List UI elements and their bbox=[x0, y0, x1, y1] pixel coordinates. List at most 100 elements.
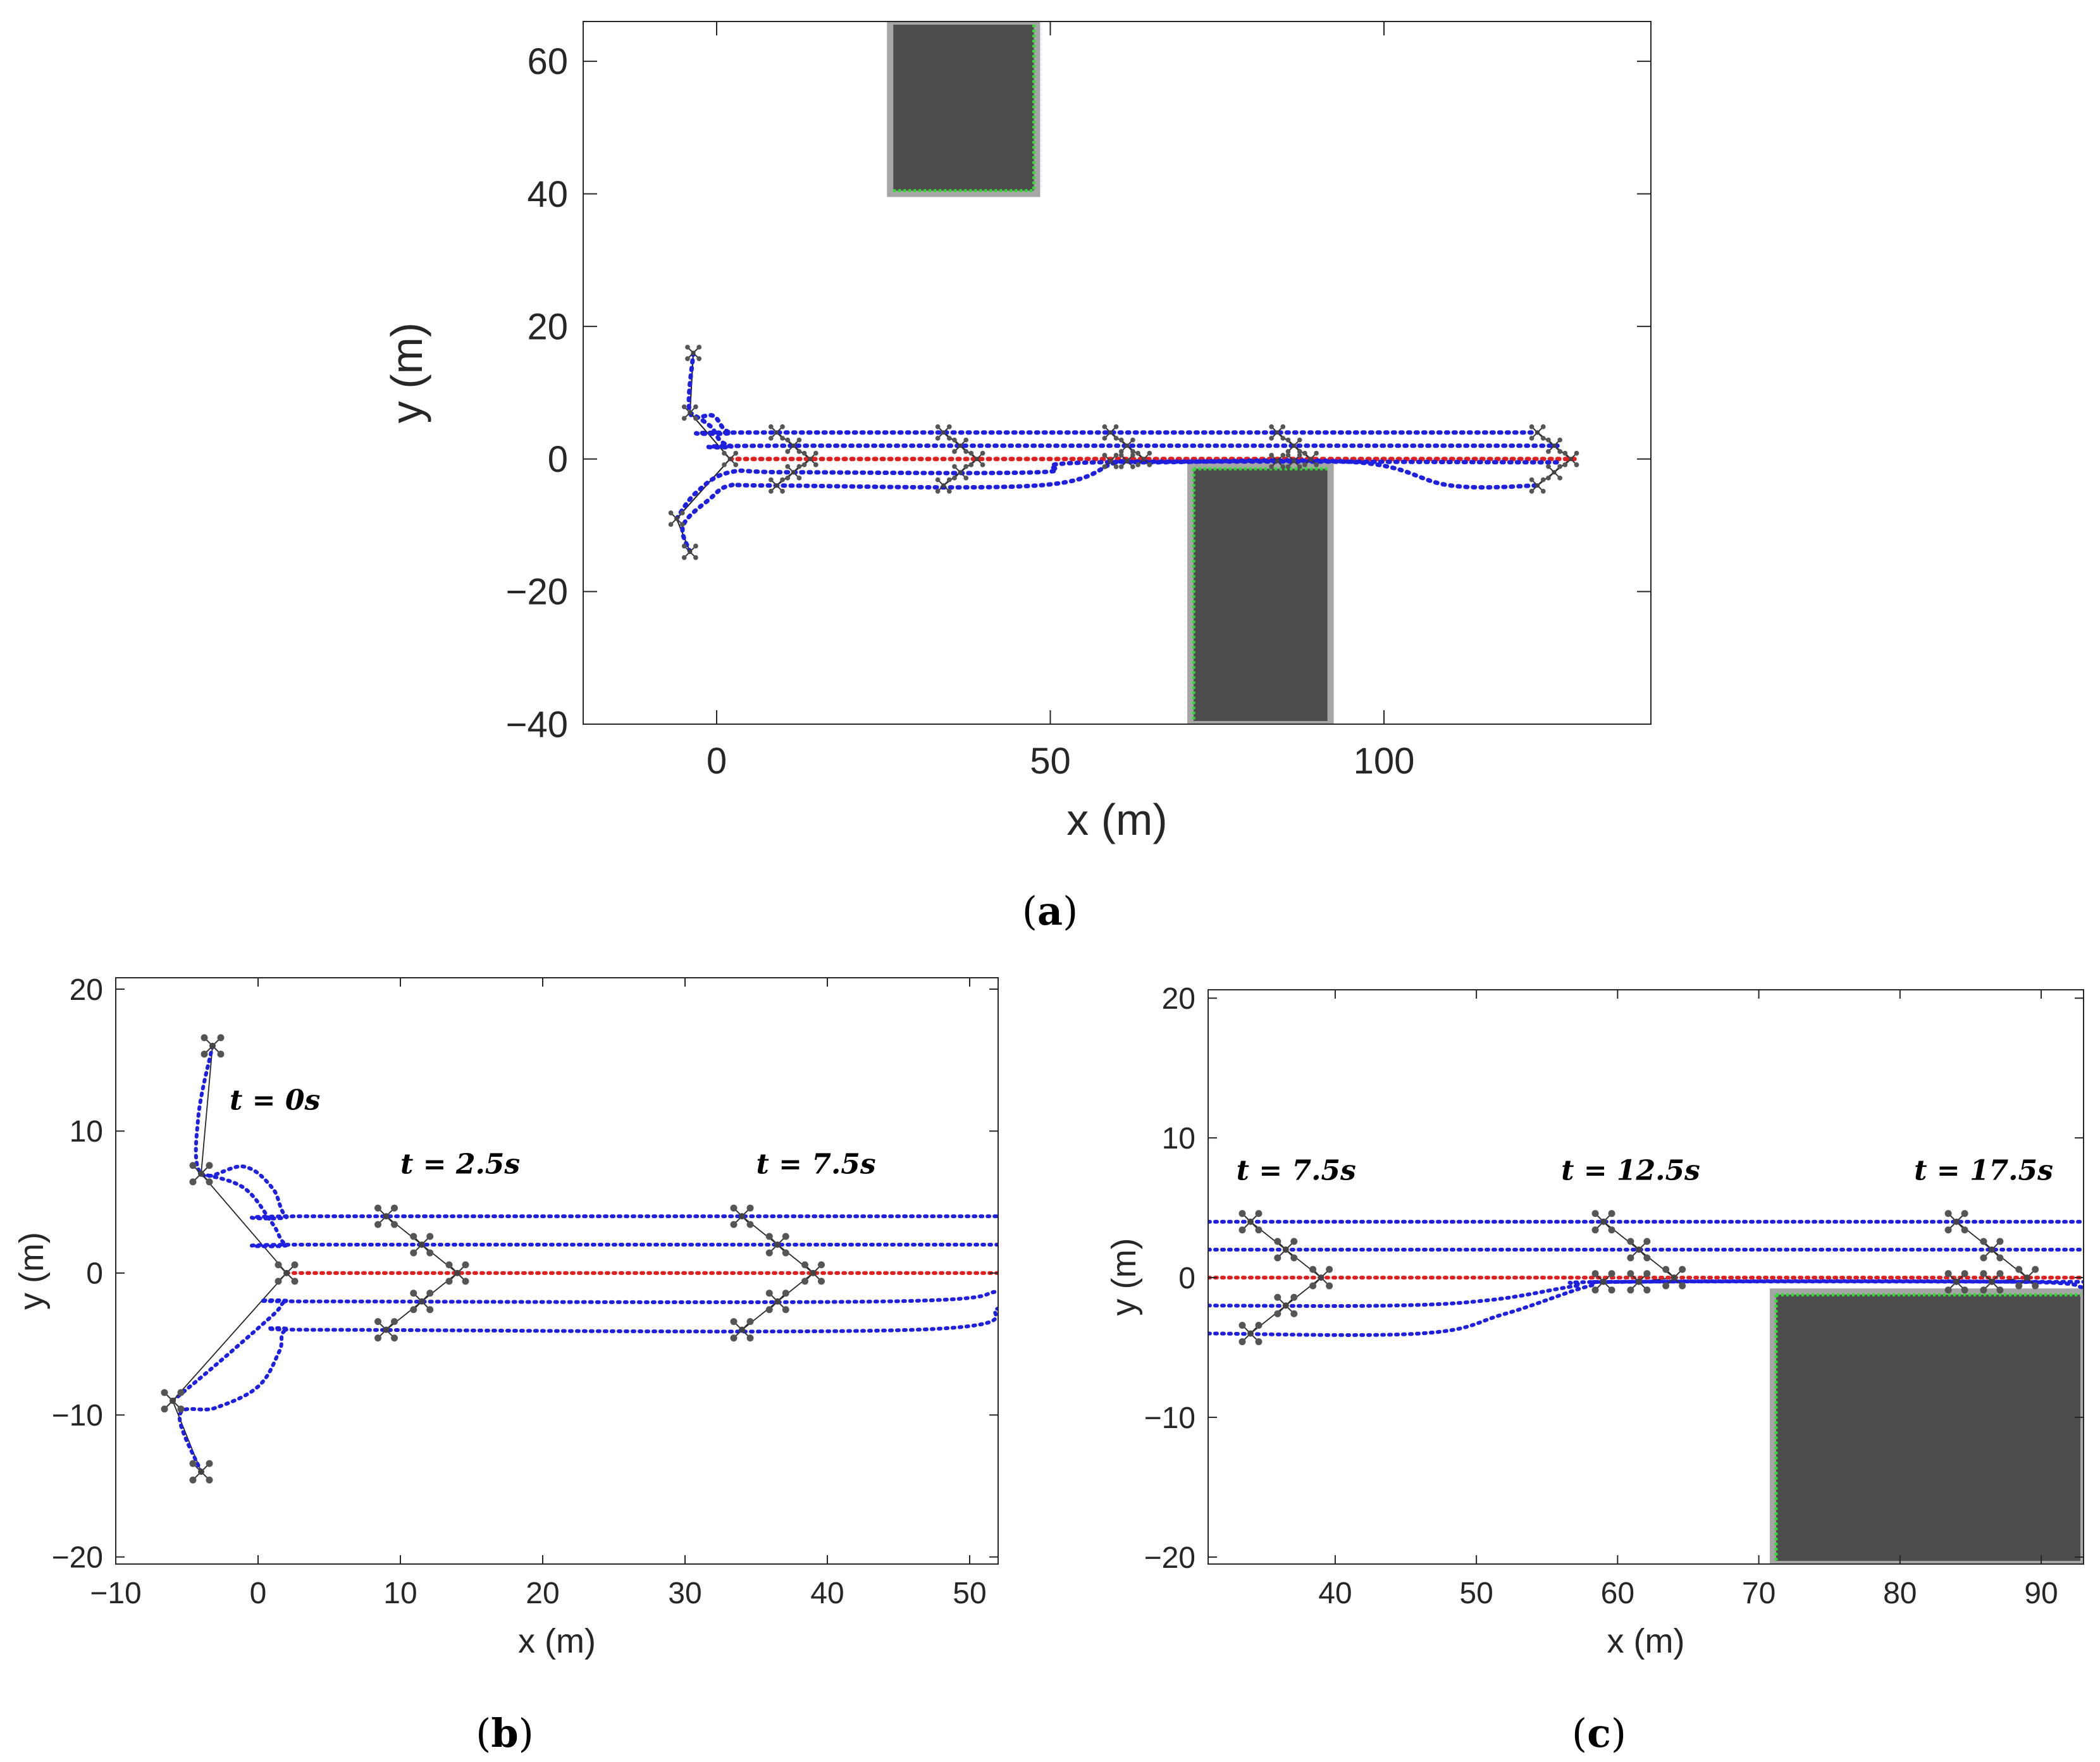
drone-marker bbox=[1102, 452, 1119, 469]
follower-trajectory bbox=[1208, 1279, 2084, 1337]
panel-caption: (a) bbox=[1022, 888, 1078, 934]
y-axis-label: y (m) bbox=[382, 323, 431, 423]
panel-caption: (c) bbox=[1572, 1710, 1626, 1756]
drone-marker bbox=[935, 424, 952, 441]
drone-marker bbox=[1662, 1266, 1686, 1290]
y-tick-label: 0 bbox=[86, 1257, 103, 1291]
x-axis-label: x (m) bbox=[1607, 1622, 1685, 1660]
drone-marker bbox=[1285, 452, 1302, 469]
y-tick-label: 0 bbox=[548, 439, 568, 480]
drone-marker bbox=[374, 1318, 398, 1342]
follower-trajectory bbox=[171, 1290, 998, 1403]
y-tick-label: 10 bbox=[1162, 1122, 1195, 1155]
y-tick-label: 20 bbox=[1162, 982, 1195, 1016]
drone-marker bbox=[1269, 452, 1286, 469]
follower-trajectory bbox=[688, 410, 1560, 450]
drone-marker bbox=[765, 1290, 789, 1314]
y-tick-label: −10 bbox=[52, 1399, 103, 1432]
axes-box bbox=[1208, 989, 2084, 1565]
drone-marker bbox=[1546, 464, 1562, 481]
x-axis-label: x (m) bbox=[1066, 795, 1167, 844]
y-tick-label: 20 bbox=[527, 306, 568, 347]
drone-marker bbox=[1274, 1238, 1298, 1262]
x-tick-label: 10 bbox=[383, 1577, 417, 1610]
x-tick-label: 50 bbox=[1030, 741, 1071, 782]
drone-marker bbox=[1546, 437, 1562, 454]
drone-marker bbox=[730, 1318, 754, 1342]
y-tick-label: 40 bbox=[527, 174, 568, 215]
drone-marker bbox=[681, 404, 698, 421]
follower-trajectory bbox=[194, 1044, 998, 1221]
x-tick-label: 40 bbox=[1318, 1577, 1352, 1610]
time-annotation: t = 7.5s bbox=[757, 1149, 876, 1181]
drone-marker bbox=[2015, 1266, 2039, 1290]
axes-box bbox=[583, 21, 1652, 725]
x-tick-label: 40 bbox=[810, 1577, 844, 1610]
drone-marker bbox=[275, 1261, 299, 1285]
drone-marker bbox=[1118, 452, 1135, 469]
drone-marker bbox=[445, 1261, 469, 1285]
drone-marker bbox=[1529, 477, 1546, 494]
drone-marker bbox=[410, 1290, 434, 1314]
drone-marker bbox=[1529, 424, 1546, 441]
drone-marker bbox=[801, 450, 818, 467]
drone-marker bbox=[765, 1233, 789, 1257]
obstacle bbox=[1187, 462, 1334, 724]
drone-marker bbox=[1238, 1210, 1263, 1234]
drone-marker bbox=[189, 1460, 213, 1484]
plot-content bbox=[1208, 1210, 2084, 1564]
y-tick-label: −20 bbox=[506, 572, 568, 613]
drone-marker bbox=[1269, 424, 1286, 441]
drone-marker bbox=[1118, 437, 1135, 454]
y-tick-label: −20 bbox=[1144, 1541, 1195, 1575]
time-annotation: t = 0s bbox=[230, 1085, 320, 1117]
drone-marker bbox=[1562, 450, 1579, 467]
drone-marker bbox=[1238, 1321, 1263, 1345]
y-axis-label: y (m) bbox=[13, 1232, 51, 1310]
drone-marker bbox=[722, 450, 739, 467]
x-tick-label: −10 bbox=[90, 1577, 141, 1610]
x-tick-label: 70 bbox=[1742, 1577, 1776, 1610]
drone-marker bbox=[785, 437, 802, 454]
obstacle bbox=[887, 22, 1041, 197]
x-tick-label: 60 bbox=[1601, 1577, 1634, 1610]
drone-marker bbox=[201, 1034, 225, 1058]
x-tick-label: 100 bbox=[1354, 741, 1415, 782]
axes-box bbox=[115, 977, 999, 1565]
drone-marker bbox=[952, 437, 969, 454]
drone-marker bbox=[1980, 1238, 2004, 1262]
drone-marker bbox=[769, 424, 785, 441]
x-axis-label: x (m) bbox=[518, 1622, 596, 1660]
x-tick-label: 90 bbox=[2024, 1577, 2058, 1610]
plot-content bbox=[161, 1034, 998, 1484]
drone-marker bbox=[1944, 1270, 1968, 1294]
panel-a: 0 50 100 −40 −20 0 20 40 60 x (m) y (m) (a) bbox=[382, 21, 1652, 934]
drone-marker bbox=[785, 464, 802, 481]
drone-marker bbox=[935, 477, 952, 494]
y-tick-label: 60 bbox=[527, 41, 568, 82]
drone-marker bbox=[189, 1162, 213, 1186]
drone-marker bbox=[685, 345, 702, 362]
plot-content bbox=[668, 22, 1580, 724]
y-tick-label: 20 bbox=[70, 973, 103, 1007]
drone-marker bbox=[1627, 1270, 1651, 1294]
time-annotation: t = 7.5s bbox=[1237, 1154, 1356, 1186]
drone-marker bbox=[410, 1233, 434, 1257]
x-tick-label: 50 bbox=[953, 1577, 986, 1610]
drone-marker bbox=[1309, 1266, 1333, 1290]
x-tick-label: 0 bbox=[250, 1577, 267, 1610]
plot-area bbox=[583, 22, 1651, 724]
plot-area bbox=[116, 978, 998, 1564]
drone-marker bbox=[801, 1261, 825, 1285]
drone-marker bbox=[1627, 1238, 1651, 1262]
drone-marker bbox=[1944, 1210, 1968, 1234]
follower-trajectory bbox=[199, 1171, 998, 1248]
drone-marker bbox=[769, 477, 785, 494]
drone-marker bbox=[1591, 1270, 1615, 1294]
obstacle bbox=[1769, 1288, 2084, 1564]
time-annotation: t = 2.5s bbox=[400, 1149, 520, 1181]
y-tick-label: 0 bbox=[1178, 1262, 1195, 1295]
y-tick-label: −20 bbox=[52, 1541, 103, 1575]
